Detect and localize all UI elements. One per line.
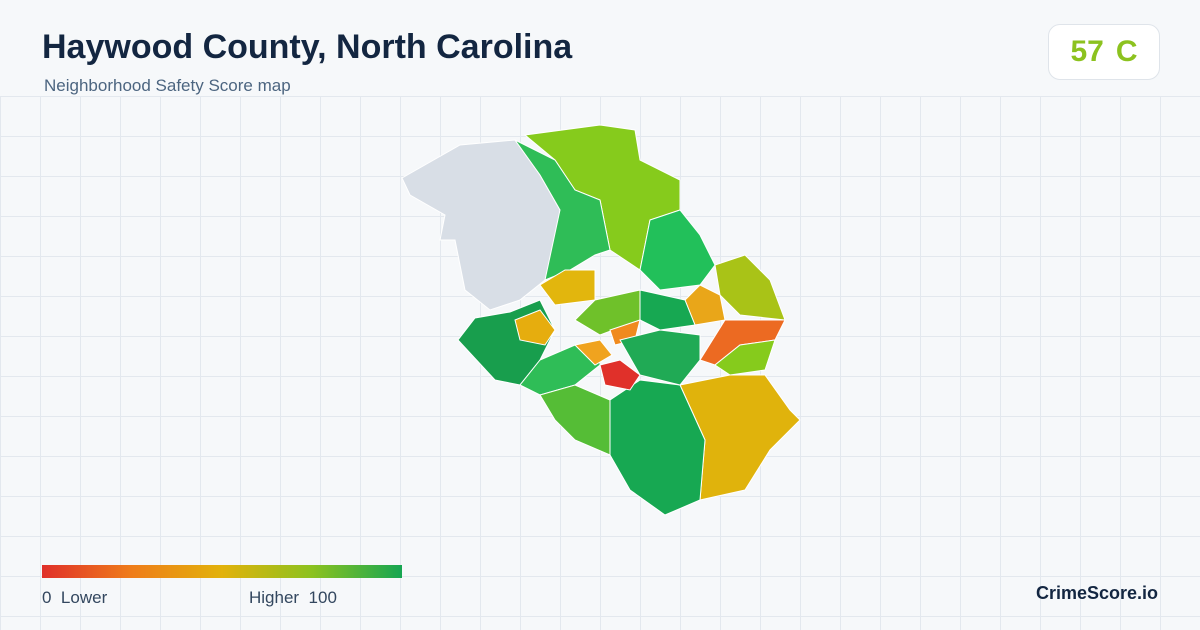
score-grade: C — [1115, 35, 1138, 68]
region — [514, 309, 556, 346]
brand: CrimeScore.io — [1035, 583, 1158, 603]
region — [573, 339, 613, 366]
legend-max: Higher 100 — [249, 588, 337, 608]
region — [514, 139, 611, 281]
region — [714, 254, 786, 321]
legend-max-label: Higher — [249, 588, 300, 607]
region — [639, 289, 696, 331]
region — [539, 384, 611, 456]
score-value: 57 — [1070, 35, 1104, 68]
legend-gradient — [42, 565, 402, 578]
legend-max-value: 100 — [308, 588, 337, 607]
score-badge: 57 C — [1048, 24, 1160, 80]
region — [539, 269, 596, 306]
region — [714, 339, 776, 376]
legend-min-value: 0 — [42, 588, 52, 607]
region — [599, 359, 641, 391]
header-bar — [0, 0, 1200, 97]
title: Haywood County, North Carolina — [42, 28, 573, 66]
subtitle: Neighborhood Safety Score map — [44, 76, 291, 95]
region — [609, 379, 706, 516]
legend-min-label: Lower — [60, 588, 108, 607]
legend-min: 0 Lower — [42, 588, 107, 608]
region — [639, 209, 716, 291]
